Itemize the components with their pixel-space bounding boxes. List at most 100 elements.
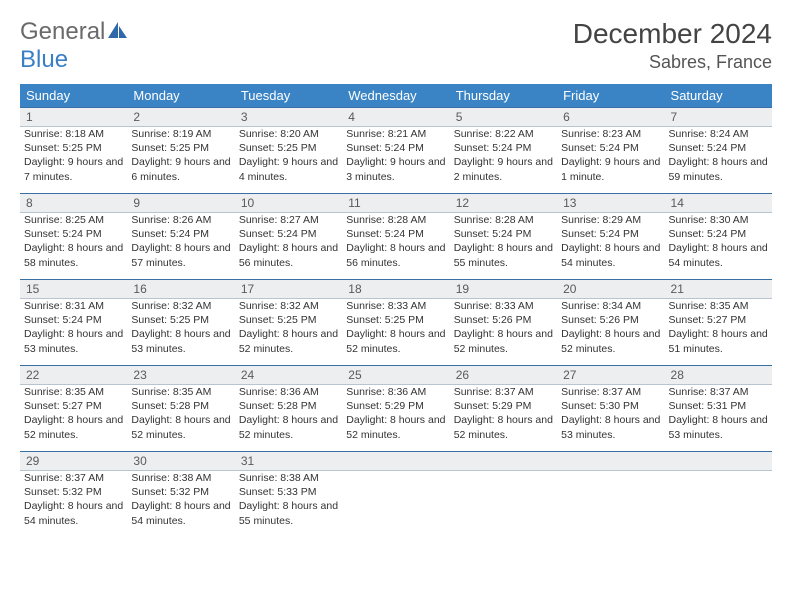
sunrise-line: Sunrise: 8:34 AM bbox=[561, 299, 660, 313]
daylight-line: Daylight: 8 hours and 56 minutes. bbox=[346, 241, 445, 269]
calendar-cell bbox=[342, 451, 449, 537]
day-details: Sunrise: 8:30 AMSunset: 5:24 PMDaylight:… bbox=[665, 213, 772, 274]
sunset-line: Sunset: 5:24 PM bbox=[669, 227, 768, 241]
calendar-cell: 2Sunrise: 8:19 AMSunset: 5:25 PMDaylight… bbox=[127, 107, 234, 193]
day-number: 22 bbox=[20, 365, 127, 385]
sunrise-line: Sunrise: 8:24 AM bbox=[669, 127, 768, 141]
sunset-line: Sunset: 5:24 PM bbox=[346, 227, 445, 241]
calendar-cell: 22Sunrise: 8:35 AMSunset: 5:27 PMDayligh… bbox=[20, 365, 127, 451]
sunrise-line: Sunrise: 8:35 AM bbox=[669, 299, 768, 313]
sunset-line: Sunset: 5:28 PM bbox=[131, 399, 230, 413]
day-number: 27 bbox=[557, 365, 664, 385]
daylight-line: Daylight: 8 hours and 52 minutes. bbox=[24, 413, 123, 441]
header: General Blue December 2024 Sabres, Franc… bbox=[20, 18, 772, 74]
calendar-cell: 10Sunrise: 8:27 AMSunset: 5:24 PMDayligh… bbox=[235, 193, 342, 279]
calendar-cell: 19Sunrise: 8:33 AMSunset: 5:26 PMDayligh… bbox=[450, 279, 557, 365]
calendar-row: 15Sunrise: 8:31 AMSunset: 5:24 PMDayligh… bbox=[20, 279, 772, 365]
sunset-line: Sunset: 5:24 PM bbox=[239, 227, 338, 241]
logo-text-general: General bbox=[20, 18, 105, 45]
day-details: Sunrise: 8:37 AMSunset: 5:32 PMDaylight:… bbox=[20, 471, 127, 532]
calendar-cell: 23Sunrise: 8:35 AMSunset: 5:28 PMDayligh… bbox=[127, 365, 234, 451]
day-details: Sunrise: 8:37 AMSunset: 5:29 PMDaylight:… bbox=[450, 385, 557, 446]
daylight-line: Daylight: 8 hours and 54 minutes. bbox=[561, 241, 660, 269]
calendar-cell: 8Sunrise: 8:25 AMSunset: 5:24 PMDaylight… bbox=[20, 193, 127, 279]
sunrise-line: Sunrise: 8:22 AM bbox=[454, 127, 553, 141]
calendar-cell: 20Sunrise: 8:34 AMSunset: 5:26 PMDayligh… bbox=[557, 279, 664, 365]
daylight-line: Daylight: 8 hours and 54 minutes. bbox=[131, 499, 230, 527]
calendar-cell: 7Sunrise: 8:24 AMSunset: 5:24 PMDaylight… bbox=[665, 107, 772, 193]
sunrise-line: Sunrise: 8:35 AM bbox=[131, 385, 230, 399]
calendar-cell: 4Sunrise: 8:21 AMSunset: 5:24 PMDaylight… bbox=[342, 107, 449, 193]
logo: General Blue bbox=[20, 18, 129, 74]
sunrise-line: Sunrise: 8:28 AM bbox=[346, 213, 445, 227]
day-details: Sunrise: 8:33 AMSunset: 5:25 PMDaylight:… bbox=[342, 299, 449, 360]
calendar-cell: 9Sunrise: 8:26 AMSunset: 5:24 PMDaylight… bbox=[127, 193, 234, 279]
day-number: 12 bbox=[450, 193, 557, 213]
day-details: Sunrise: 8:23 AMSunset: 5:24 PMDaylight:… bbox=[557, 127, 664, 188]
day-number: 25 bbox=[342, 365, 449, 385]
sunset-line: Sunset: 5:28 PM bbox=[239, 399, 338, 413]
calendar-cell: 26Sunrise: 8:37 AMSunset: 5:29 PMDayligh… bbox=[450, 365, 557, 451]
sunset-line: Sunset: 5:29 PM bbox=[346, 399, 445, 413]
sunrise-line: Sunrise: 8:23 AM bbox=[561, 127, 660, 141]
sunrise-line: Sunrise: 8:21 AM bbox=[346, 127, 445, 141]
calendar-cell: 30Sunrise: 8:38 AMSunset: 5:32 PMDayligh… bbox=[127, 451, 234, 537]
day-number: 24 bbox=[235, 365, 342, 385]
sunrise-line: Sunrise: 8:20 AM bbox=[239, 127, 338, 141]
day-details: Sunrise: 8:26 AMSunset: 5:24 PMDaylight:… bbox=[127, 213, 234, 274]
sunset-line: Sunset: 5:24 PM bbox=[454, 141, 553, 155]
day-details: Sunrise: 8:24 AMSunset: 5:24 PMDaylight:… bbox=[665, 127, 772, 188]
day-number: 2 bbox=[127, 107, 234, 127]
calendar-cell: 18Sunrise: 8:33 AMSunset: 5:25 PMDayligh… bbox=[342, 279, 449, 365]
day-number: 5 bbox=[450, 107, 557, 127]
sunrise-line: Sunrise: 8:36 AM bbox=[346, 385, 445, 399]
daylight-line: Daylight: 8 hours and 53 minutes. bbox=[131, 327, 230, 355]
sunrise-line: Sunrise: 8:36 AM bbox=[239, 385, 338, 399]
sunset-line: Sunset: 5:24 PM bbox=[131, 227, 230, 241]
calendar-cell: 25Sunrise: 8:36 AMSunset: 5:29 PMDayligh… bbox=[342, 365, 449, 451]
daylight-line: Daylight: 8 hours and 57 minutes. bbox=[131, 241, 230, 269]
day-details: Sunrise: 8:20 AMSunset: 5:25 PMDaylight:… bbox=[235, 127, 342, 188]
daylight-line: Daylight: 8 hours and 58 minutes. bbox=[24, 241, 123, 269]
day-number: 8 bbox=[20, 193, 127, 213]
sunrise-line: Sunrise: 8:31 AM bbox=[24, 299, 123, 313]
calendar-row: 29Sunrise: 8:37 AMSunset: 5:32 PMDayligh… bbox=[20, 451, 772, 537]
daylight-line: Daylight: 8 hours and 53 minutes. bbox=[24, 327, 123, 355]
day-number: 17 bbox=[235, 279, 342, 299]
day-details: Sunrise: 8:34 AMSunset: 5:26 PMDaylight:… bbox=[557, 299, 664, 360]
sunset-line: Sunset: 5:29 PM bbox=[454, 399, 553, 413]
day-number: 19 bbox=[450, 279, 557, 299]
day-number: 21 bbox=[665, 279, 772, 299]
daylight-line: Daylight: 8 hours and 51 minutes. bbox=[669, 327, 768, 355]
sunrise-line: Sunrise: 8:38 AM bbox=[239, 471, 338, 485]
sunrise-line: Sunrise: 8:37 AM bbox=[454, 385, 553, 399]
daylight-line: Daylight: 8 hours and 55 minutes. bbox=[454, 241, 553, 269]
sunset-line: Sunset: 5:24 PM bbox=[561, 227, 660, 241]
sunset-line: Sunset: 5:24 PM bbox=[454, 227, 553, 241]
day-details: Sunrise: 8:29 AMSunset: 5:24 PMDaylight:… bbox=[557, 213, 664, 274]
daylight-line: Daylight: 8 hours and 56 minutes. bbox=[239, 241, 338, 269]
day-details: Sunrise: 8:36 AMSunset: 5:28 PMDaylight:… bbox=[235, 385, 342, 446]
calendar-cell: 16Sunrise: 8:32 AMSunset: 5:25 PMDayligh… bbox=[127, 279, 234, 365]
day-details: Sunrise: 8:31 AMSunset: 5:24 PMDaylight:… bbox=[20, 299, 127, 360]
day-details: Sunrise: 8:37 AMSunset: 5:31 PMDaylight:… bbox=[665, 385, 772, 446]
day-details: Sunrise: 8:32 AMSunset: 5:25 PMDaylight:… bbox=[127, 299, 234, 360]
logo-text-blue: Blue bbox=[20, 46, 68, 73]
sunrise-line: Sunrise: 8:33 AM bbox=[346, 299, 445, 313]
sunrise-line: Sunrise: 8:35 AM bbox=[24, 385, 123, 399]
calendar-row: 1Sunrise: 8:18 AMSunset: 5:25 PMDaylight… bbox=[20, 107, 772, 193]
day-details: Sunrise: 8:35 AMSunset: 5:27 PMDaylight:… bbox=[20, 385, 127, 446]
day-number: 29 bbox=[20, 451, 127, 471]
daylight-line: Daylight: 8 hours and 52 minutes. bbox=[346, 413, 445, 441]
daylight-line: Daylight: 8 hours and 54 minutes. bbox=[24, 499, 123, 527]
day-details: Sunrise: 8:28 AMSunset: 5:24 PMDaylight:… bbox=[450, 213, 557, 274]
day-details: Sunrise: 8:38 AMSunset: 5:32 PMDaylight:… bbox=[127, 471, 234, 532]
day-details: Sunrise: 8:35 AMSunset: 5:28 PMDaylight:… bbox=[127, 385, 234, 446]
day-details: Sunrise: 8:28 AMSunset: 5:24 PMDaylight:… bbox=[342, 213, 449, 274]
calendar-cell: 15Sunrise: 8:31 AMSunset: 5:24 PMDayligh… bbox=[20, 279, 127, 365]
calendar-cell: 14Sunrise: 8:30 AMSunset: 5:24 PMDayligh… bbox=[665, 193, 772, 279]
day-number: 13 bbox=[557, 193, 664, 213]
daylight-line: Daylight: 8 hours and 59 minutes. bbox=[669, 155, 768, 183]
sunrise-line: Sunrise: 8:25 AM bbox=[24, 213, 123, 227]
sunset-line: Sunset: 5:32 PM bbox=[131, 485, 230, 499]
